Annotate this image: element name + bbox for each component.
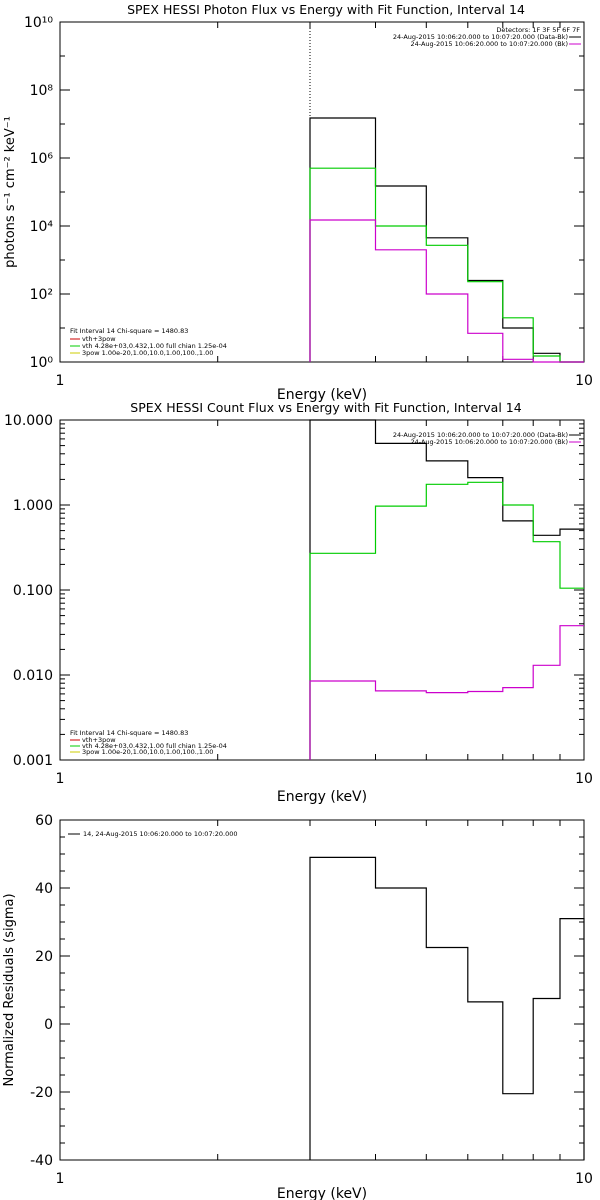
photon-flux-ytick-label-4: 10⁴ xyxy=(30,219,54,235)
residuals-xtick-label-1: 1 xyxy=(56,1171,65,1187)
count-flux-ytick-label-4: 10.000 xyxy=(4,413,53,429)
count-flux-fit-total: vth+3pow xyxy=(82,736,116,744)
count-flux-title: SPEX HESSI Count Flux vs Energy with Fit… xyxy=(130,400,521,415)
count-flux-panel: SPEX HESSI Count Flux vs Energy with Fit… xyxy=(4,400,593,805)
photon-flux-series xyxy=(309,22,584,363)
photon-flux-header-legend: Detectors: 1F 3F 5F 6F 7F 24-Aug-2015 10… xyxy=(393,26,581,48)
photon-flux-ytick-label-6: 10⁶ xyxy=(30,151,54,167)
residuals-y-axis-label: Normalized Residuals (sigma) xyxy=(2,893,17,1086)
count-flux-header-line-bk: 24-Aug-2015 10:06:20.000 to 10:07:20.000… xyxy=(411,438,568,446)
count-flux-fit-title: Fit Interval 14 Chi-square = 1480.83 xyxy=(70,729,188,737)
photon-flux-x-ticks xyxy=(217,22,561,362)
photon-flux-ytick-label-8: 10⁸ xyxy=(30,83,54,99)
photon-flux-panel: SPEX HESSI Photon Flux vs Energy with Fi… xyxy=(3,2,593,403)
residuals-ytick-label-neg40: -40 xyxy=(30,1153,53,1169)
residuals-legend-entry: 14, 24-Aug-2015 10:06:20.000 to 10:07:20… xyxy=(83,830,238,838)
residuals-x-axis-label: Energy (keV) xyxy=(277,1186,367,1200)
series-step-line-1 xyxy=(309,167,584,363)
photon-flux-header-line-bk: 24-Aug-2015 10:06:20.000 to 10:07:20.000… xyxy=(411,40,568,48)
count-flux-ytick-label-2: 0.100 xyxy=(13,583,53,599)
count-flux-xtick-label-10: 10 xyxy=(575,771,593,787)
photon-flux-header-line-data: 24-Aug-2015 10:06:20.000 to 10:07:20.000… xyxy=(393,33,568,41)
count-flux-ytick-label-1: 0.010 xyxy=(13,668,53,684)
count-flux-fit-legend: Fit Interval 14 Chi-square = 1480.83 vth… xyxy=(70,729,227,756)
photon-flux-x-axis-label: Energy (keV) xyxy=(277,387,367,403)
photon-flux-xtick-label-10: 10 xyxy=(575,373,593,389)
count-flux-header-line-data: 24-Aug-2015 10:06:20.000 to 10:07:20.000… xyxy=(393,431,568,439)
residuals-xtick-label-10: 10 xyxy=(575,1171,593,1187)
count-flux-y-ticks xyxy=(60,419,584,761)
photon-flux-fit-title: Fit Interval 14 Chi-square = 1480.83 xyxy=(70,327,188,335)
count-flux-ytick-label-0: 0.001 xyxy=(13,753,53,769)
photon-flux-y-ticks xyxy=(60,21,584,363)
residuals-ytick-label-20: 20 xyxy=(35,949,53,965)
series-step-line-0 xyxy=(309,856,585,1160)
photon-flux-fit-total: vth+3pow xyxy=(82,335,116,343)
count-flux-x-axis-label: Energy (keV) xyxy=(277,789,367,805)
photon-flux-fit-legend: Fit Interval 14 Chi-square = 1480.83 vth… xyxy=(70,327,227,357)
photon-flux-detectors-text: Detectors: 1F 3F 5F 6F 7F xyxy=(496,26,580,34)
count-flux-header-legend: 24-Aug-2015 10:06:20.000 to 10:07:20.000… xyxy=(393,431,581,446)
series-step-line-1 xyxy=(309,481,584,760)
count-flux-xtick-label-1: 1 xyxy=(56,771,65,787)
photon-flux-y-axis-label: photons s⁻¹ cm⁻² keV⁻¹ xyxy=(3,116,18,268)
photon-flux-fit-vth: vth 4.28e+03,0.432,1.00 full chian 1.25e… xyxy=(82,342,227,350)
photon-flux-ytick-label-0: 10⁰ xyxy=(30,355,54,371)
count-flux-ytick-label-3: 1.000 xyxy=(13,498,53,514)
residuals-panel: 1 10 -40 -20 0 20 40 60 Normalized Resid… xyxy=(2,813,593,1200)
residuals-ytick-label-neg20: -20 xyxy=(30,1085,53,1101)
series-step-line-2 xyxy=(309,625,584,760)
residuals-ytick-label-60: 60 xyxy=(35,813,53,829)
photon-flux-ytick-label-10: 10¹⁰ xyxy=(24,15,53,31)
photon-flux-fit-3pow: 3pow 1.00e-20,1.00,10.0,1.00,100.,1.00 xyxy=(82,349,213,357)
photon-flux-ytick-label-2: 10² xyxy=(30,287,53,303)
series-step-line-2 xyxy=(309,219,584,363)
count-flux-series xyxy=(309,419,584,760)
residuals-ytick-label-0: 0 xyxy=(44,1017,53,1033)
residuals-ytick-label-40: 40 xyxy=(35,881,53,897)
residuals-y-ticks xyxy=(60,819,584,1161)
photon-flux-title: SPEX HESSI Photon Flux vs Energy with Fi… xyxy=(127,2,525,17)
residuals-series xyxy=(309,856,585,1160)
count-flux-fit-vth: vth 4.28e+03,0.432,1.00 full chian 1.25e… xyxy=(82,742,227,750)
count-flux-fit-3pow: 3pow 1.00e-20,1.00,10.0,1.00,100.,1.00 xyxy=(82,748,213,756)
photon-flux-xtick-label-1: 1 xyxy=(56,373,65,389)
series-step-line-0 xyxy=(309,419,584,760)
